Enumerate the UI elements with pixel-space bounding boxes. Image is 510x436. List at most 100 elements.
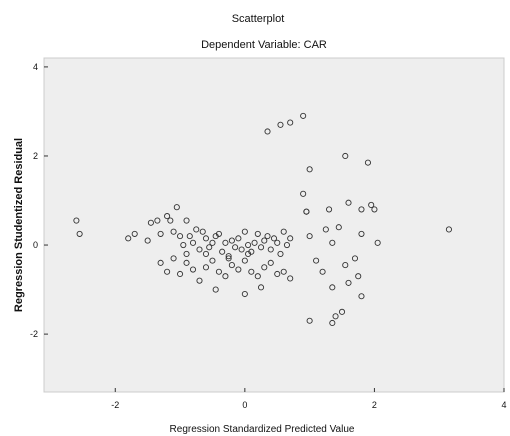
scatter-point <box>300 190 307 197</box>
scatter-point <box>254 230 261 237</box>
scatter-point <box>154 217 161 224</box>
scatter-point <box>300 112 307 119</box>
scatter-point <box>177 233 184 240</box>
y-axis-label: Regression Studentized Residual <box>13 138 25 312</box>
scatter-point <box>125 235 132 242</box>
plot-area <box>43 57 505 393</box>
scatter-point <box>228 262 235 269</box>
scatter-point <box>147 219 154 226</box>
y-tick-label: -2 <box>30 329 38 339</box>
scatter-point <box>245 250 252 257</box>
scatter-point <box>183 259 190 266</box>
scatter-point <box>235 235 242 242</box>
scatter-point <box>306 233 313 240</box>
y-tick-label: 2 <box>33 151 38 161</box>
scatter-point <box>283 241 291 249</box>
scatter-point <box>241 257 248 264</box>
scatter-point <box>274 239 281 246</box>
scatter-point <box>274 270 281 278</box>
scatter-point <box>170 255 177 262</box>
scatter-point <box>335 224 342 231</box>
data-points <box>73 112 452 327</box>
scatter-point <box>251 239 258 246</box>
scatter-point <box>267 246 274 253</box>
scatter-point <box>329 319 336 327</box>
scatter-point <box>329 284 336 291</box>
scatter-point <box>186 233 193 240</box>
scatter-point <box>257 284 265 291</box>
scatter-point <box>303 208 310 215</box>
scatter-point <box>212 286 219 293</box>
scatter-point <box>338 308 346 315</box>
scatter-point <box>254 273 261 280</box>
scatter-point <box>131 230 138 237</box>
x-axis-label: Regression Standardized Predicted Value <box>170 424 355 435</box>
scatter-point <box>277 250 284 257</box>
scatter-point <box>183 217 190 224</box>
scatter-point <box>189 266 197 273</box>
scatter-point <box>270 235 278 242</box>
scatter-point <box>177 270 184 278</box>
scatter-point <box>209 239 216 246</box>
scatter-point <box>215 230 222 237</box>
scatter-point <box>215 268 222 275</box>
scatter-point <box>222 239 229 246</box>
scatter-point <box>189 239 197 246</box>
scatter-point <box>261 264 268 271</box>
scatter-point <box>322 226 329 233</box>
scatter-point <box>167 217 174 224</box>
y-axis-ticks: -2 0 2 4 <box>30 62 48 339</box>
scatter-point <box>235 266 242 273</box>
scatter-point <box>196 246 203 253</box>
scatter-point <box>73 217 80 224</box>
scatter-point <box>267 259 274 266</box>
scatter-point <box>241 290 248 298</box>
scatter-point <box>232 244 239 251</box>
x-tick-label: -2 <box>111 400 119 410</box>
scatter-point <box>225 255 232 262</box>
scatter-point <box>157 230 164 237</box>
scatter-point <box>199 228 206 235</box>
scatter-point <box>264 128 271 135</box>
scatter-point <box>358 206 365 213</box>
scatter-point <box>277 121 284 128</box>
scatter-point <box>306 317 313 324</box>
scatter-point <box>345 279 352 286</box>
scatter-point <box>248 268 255 275</box>
scatter-point <box>264 233 271 240</box>
scatter-point <box>351 255 359 262</box>
x-tick-label: 0 <box>242 400 247 410</box>
scatter-point <box>209 257 216 264</box>
scatter-point <box>76 230 83 237</box>
y-tick-label: 4 <box>33 62 38 72</box>
x-axis-ticks: -2 0 2 4 <box>111 388 507 410</box>
scatter-point <box>326 206 333 213</box>
scatter-point <box>245 241 252 249</box>
scatter-point <box>238 246 245 253</box>
scatter-point <box>183 250 190 257</box>
scatter-point <box>206 244 213 251</box>
scatter-point <box>342 262 349 269</box>
scatter-point <box>157 259 164 266</box>
scatter-point <box>287 119 294 126</box>
scatter-point <box>202 235 210 242</box>
scatter-point <box>364 159 371 166</box>
x-tick-label: 4 <box>501 400 506 410</box>
scatter-point <box>144 237 151 244</box>
scatter-point <box>170 228 177 235</box>
scatter-point <box>219 248 226 255</box>
x-tick-label: 2 <box>372 400 377 410</box>
scatter-point <box>358 293 365 300</box>
scatter-point <box>280 268 287 275</box>
scatter-point <box>287 235 294 242</box>
scatter-point <box>345 199 352 206</box>
scatter-point <box>202 264 210 271</box>
scatter-point <box>196 277 203 284</box>
scatter-point <box>371 206 378 213</box>
scatter-point <box>329 239 336 246</box>
scatter-point <box>280 228 287 235</box>
scatter-point <box>164 268 171 275</box>
scatter-point <box>368 201 375 209</box>
scatter-point <box>355 273 362 280</box>
scatter-point <box>342 152 349 160</box>
